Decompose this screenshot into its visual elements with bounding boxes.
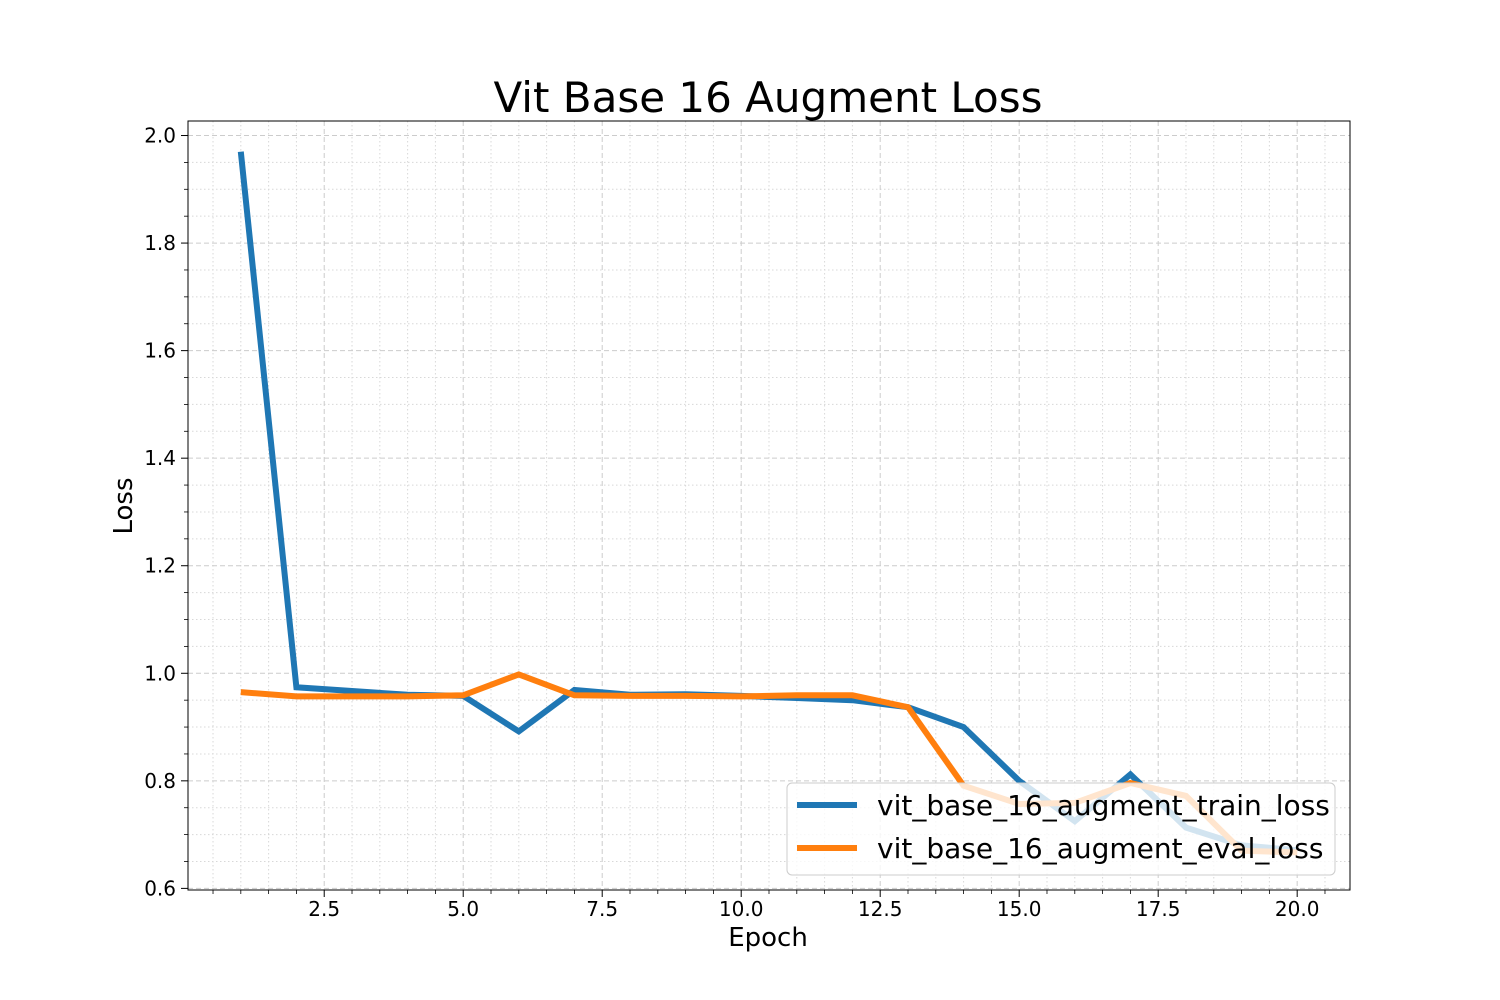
x-tick-label: 20.0: [1275, 897, 1320, 921]
y-tick-label: 1.4: [144, 446, 176, 470]
x-tick-label: 10.0: [719, 897, 764, 921]
chart-title: Vit Base 16 Augment Loss: [493, 73, 1042, 122]
y-tick-label: 2.0: [144, 124, 176, 148]
y-tick-label: 0.6: [144, 876, 176, 900]
legend-label-2: vit_base_16_augment_eval_loss: [877, 832, 1323, 865]
x-tick-label: 12.5: [858, 897, 903, 921]
y-tick-label: 1.6: [144, 339, 176, 363]
y-tick-label: 1.8: [144, 231, 176, 255]
x-tick-label: 2.5: [308, 897, 340, 921]
y-tick-label: 1.0: [144, 661, 176, 685]
legend-label-1: vit_base_16_augment_train_loss: [877, 789, 1330, 822]
x-tick-label: 5.0: [447, 897, 479, 921]
x-tick-label: 7.5: [586, 897, 618, 921]
plot-area: 2.5 5.0 7.5 10.0 12.5 15.0 17.5 20.0 0.6 0.8 1.0 1.…: [144, 120, 1351, 921]
x-tick-label: 17.5: [1136, 897, 1181, 921]
y-tick-label: 0.8: [144, 769, 176, 793]
legend: vit_base_16_augment_train_loss vit_base_1…: [786, 782, 1336, 876]
y-tick-label: 1.2: [144, 554, 176, 578]
x-axis-label: Epoch: [728, 923, 808, 953]
x-tick-label: 15.0: [997, 897, 1042, 921]
legend-box: [786, 782, 1336, 876]
axes-frame: [187, 120, 1351, 891]
y-axis-label: Loss: [109, 477, 139, 534]
